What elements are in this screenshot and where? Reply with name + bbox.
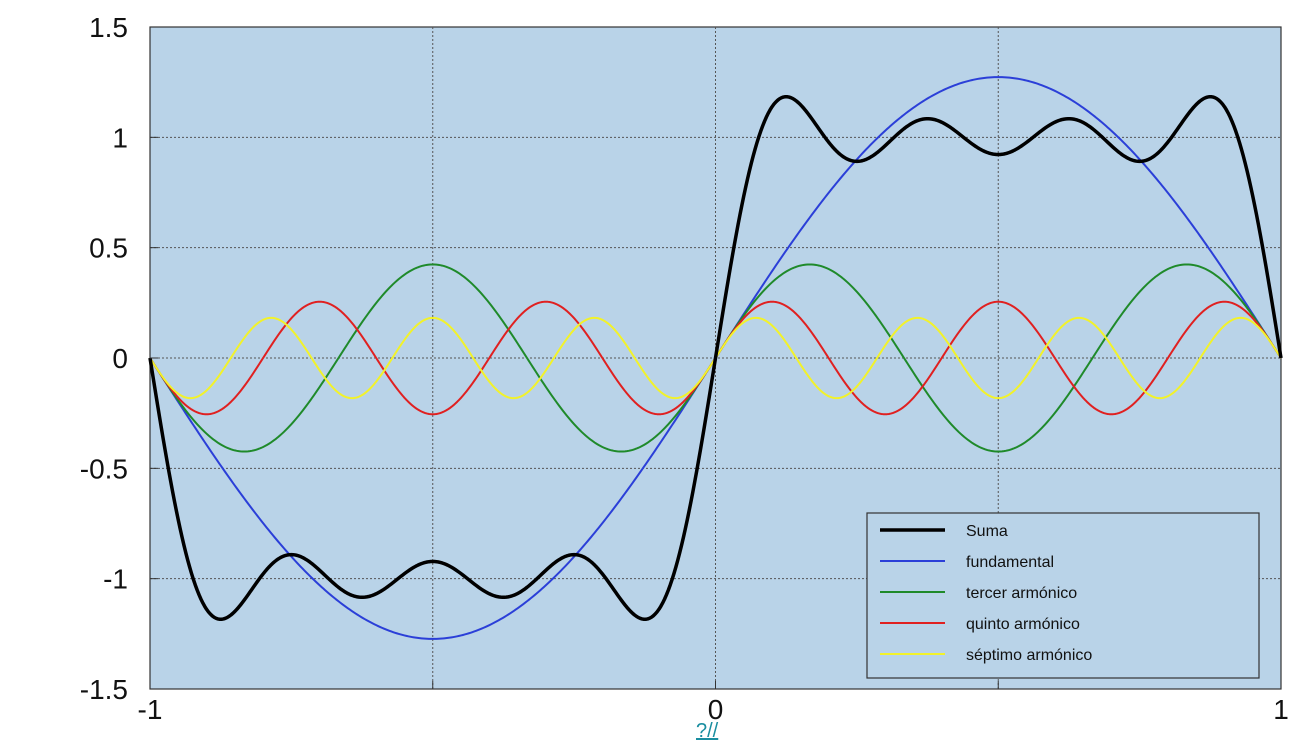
y-tick-label: 1 — [112, 122, 128, 153]
legend-label: quinto armónico — [966, 616, 1080, 633]
legend-box — [866, 512, 1260, 679]
caption-link[interactable]: ?// — [696, 720, 719, 742]
series-group — [148, 76, 1283, 640]
x-tick-label: 1 — [1273, 694, 1289, 725]
x-ticks: -1 0 1 — [138, 681, 1289, 725]
x-tick-label: -1 — [138, 694, 163, 725]
y-ticks: 1.5 1 0.5 0 -0.5 -1 -1.5 — [80, 12, 158, 705]
legend-label: Suma — [966, 523, 1008, 540]
y-tick-label: -1.5 — [80, 674, 128, 705]
y-tick-label: 0.5 — [89, 233, 128, 264]
y-tick-label: 0 — [112, 343, 128, 374]
legend-label: séptimo armónico — [966, 647, 1092, 664]
legend: Suma fundamental tercer armónico quinto arm… — [866, 512, 1260, 679]
x-tick-label: 0 — [708, 694, 724, 725]
legend-label: tercer armónico — [966, 585, 1077, 602]
y-tick-label: -0.5 — [80, 453, 128, 484]
legend-label: fundamental — [966, 554, 1054, 571]
series-line-0 — [148, 94, 1283, 622]
y-tick-label: -1 — [103, 564, 128, 595]
y-tick-label: 1.5 — [89, 12, 128, 43]
